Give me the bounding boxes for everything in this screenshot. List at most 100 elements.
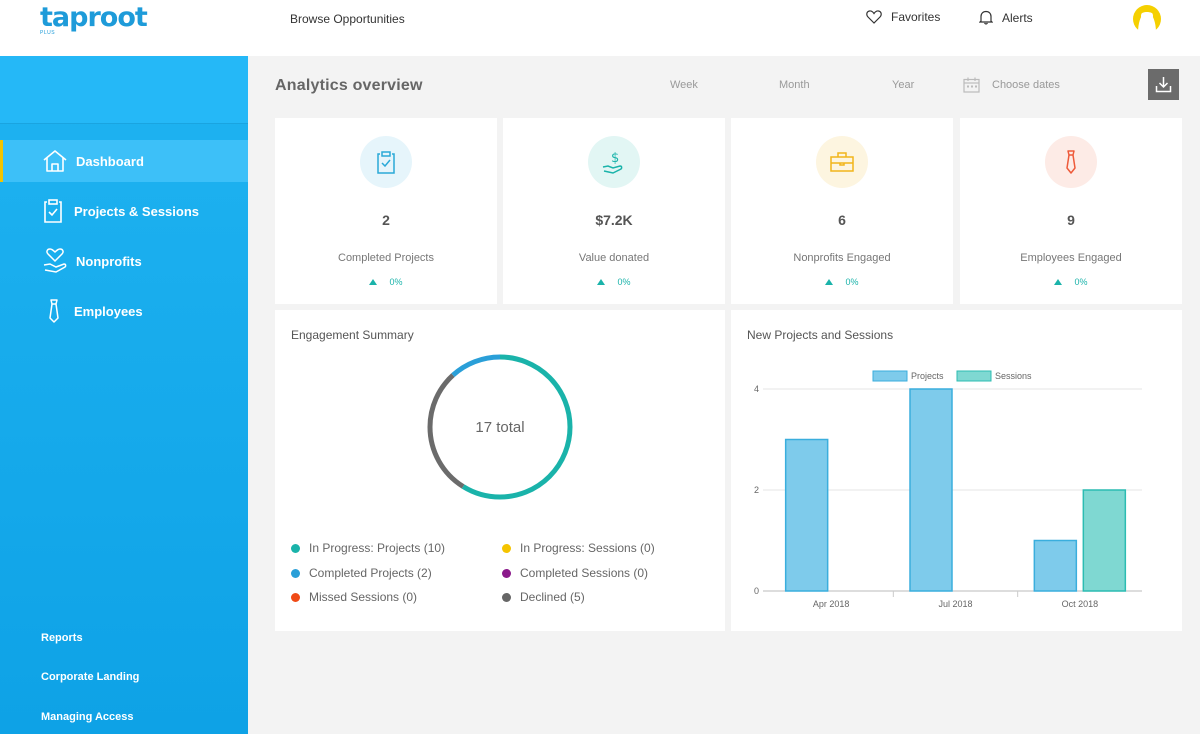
legend-swatch: [872, 370, 908, 382]
stat-card-employees-engaged: 9 Employees Engaged 0%: [960, 118, 1182, 304]
legend-dot: [502, 568, 511, 578]
alerts-label: Alerts: [1002, 10, 1033, 25]
taproot-logo[interactable]: taproot: [40, 2, 148, 42]
sidebar-item-label: Projects & Sessions: [74, 203, 199, 219]
stat-value: 2: [382, 212, 390, 228]
sidebar-header: [0, 56, 248, 124]
avatar[interactable]: [1132, 3, 1162, 33]
browse-opportunities-link[interactable]: Browse Opportunities: [290, 12, 405, 26]
donut-segment-declined: [427, 354, 573, 500]
stat-change-value: 0%: [1074, 277, 1088, 287]
stat-card-value-donated: $ $7.2K Value donated 0%: [503, 118, 725, 304]
range-month[interactable]: Month: [779, 79, 810, 91]
legend-completed-projects: Completed Projects (2): [291, 566, 432, 580]
stat-change-value: 0%: [389, 277, 403, 287]
download-icon: [1155, 77, 1172, 93]
bar-sessions: [1082, 489, 1127, 592]
page-title: Analytics overview: [275, 77, 423, 94]
legend-dot: [291, 592, 300, 602]
legend-label: Projects: [911, 371, 944, 381]
legend-missed-sessions: Missed Sessions (0): [291, 590, 417, 604]
managing-access-link[interactable]: Managing Access: [41, 711, 134, 723]
range-year[interactable]: Year: [892, 79, 915, 91]
favorites-label: Favorites: [891, 10, 941, 24]
legend-label: In Progress: Sessions (0): [520, 541, 655, 555]
x-tick-label: Oct 2018: [1062, 599, 1099, 609]
y-tick-label: 0: [754, 586, 759, 596]
legend-label: Completed Sessions (0): [520, 566, 649, 580]
stat-change: 0%: [960, 277, 1182, 287]
bar-projects: [784, 438, 829, 592]
bar-projects: [1033, 539, 1078, 592]
stat-change: 0%: [503, 277, 725, 287]
logo-text: taproot: [40, 2, 148, 33]
engagement-summary-title: Engagement Summary: [291, 328, 414, 342]
clipboard-check-icon: [377, 151, 395, 174]
legend-in-progress-projects: In Progress: Projects (10): [291, 541, 445, 555]
top-bar: taproot PLUS Browse Opportunities Favori…: [0, 0, 1200, 56]
donut-segment-completed-projects: [427, 354, 573, 500]
chart-title: New Projects and Sessions: [747, 328, 894, 342]
heart-hand-icon: [43, 248, 67, 273]
corporate-landing-link[interactable]: Corporate Landing: [41, 671, 140, 683]
stat-value: 6: [838, 212, 846, 228]
x-tick-label: Apr 2018: [813, 599, 850, 609]
sidebar-item-label: Nonprofits: [76, 253, 142, 269]
up-arrow-icon: [597, 279, 606, 285]
engagement-donut-chart: 17 total: [427, 354, 573, 500]
up-arrow-icon: [825, 279, 834, 285]
range-week[interactable]: Week: [670, 79, 698, 91]
legend-label: Missed Sessions (0): [309, 590, 418, 604]
up-arrow-icon: [1054, 279, 1063, 285]
stat-icon-bg: [816, 136, 868, 188]
dollar-hand-icon: $: [602, 151, 623, 174]
sidebar-item-projects-sessions[interactable]: Projects & Sessions: [0, 190, 248, 232]
legend-dot: [291, 568, 300, 578]
stat-icon-bg: [360, 136, 412, 188]
bell-icon: [979, 10, 993, 25]
sidebar-item-nonprofits[interactable]: Nonprofits: [0, 240, 248, 282]
stat-value: $7.2K: [595, 212, 633, 228]
choose-dates-label: Choose dates: [992, 79, 1060, 91]
sidebar: Dashboard Projects & Sessions Nonprofits…: [0, 56, 248, 734]
legend-label: Completed Projects (2): [309, 566, 432, 580]
tie-icon: [1066, 150, 1076, 174]
stat-change: 0%: [275, 277, 497, 287]
engagement-summary-card: Engagement Summary 17 total In Progress:…: [275, 310, 725, 631]
bar-projects: [909, 388, 953, 592]
legend-label: In Progress: Projects (10): [309, 541, 446, 555]
stat-label: Value donated: [578, 252, 650, 264]
stat-label: Employees Engaged: [1020, 252, 1122, 264]
up-arrow-icon: [369, 279, 378, 285]
sidebar-item-employees[interactable]: Employees: [0, 290, 248, 332]
sidebar-item-dashboard[interactable]: Dashboard: [0, 140, 248, 182]
legend-declined: Declined (5): [502, 590, 585, 604]
reports-link[interactable]: Reports: [41, 632, 83, 644]
new-projects-sessions-card: New Projects and Sessions 0 2 4 Apr 2018 Jul…: [731, 310, 1182, 631]
donut-total-label: 17 total: [475, 419, 524, 436]
legend-in-progress-sessions: In Progress: Sessions (0): [502, 541, 655, 555]
favorites-link[interactable]: Favorites: [866, 10, 940, 24]
stat-change: 0%: [731, 277, 953, 287]
legend-completed-sessions: Completed Sessions (0): [502, 566, 648, 580]
legend-label: Sessions: [995, 371, 1032, 381]
stat-icon-bg: [1045, 136, 1097, 188]
legend-swatch: [956, 370, 992, 382]
stat-card-completed-projects: 2 Completed Projects 0%: [275, 118, 497, 304]
sidebar-item-label: Dashboard: [76, 153, 144, 169]
choose-dates-button[interactable]: Choose dates: [963, 77, 1060, 93]
y-tick-label: 4: [754, 384, 759, 394]
clipboard-icon: [44, 199, 62, 223]
heart-icon: [866, 10, 882, 24]
alerts-link[interactable]: Alerts: [979, 10, 1033, 25]
svg-text:$: $: [611, 151, 619, 166]
stat-card-nonprofits-engaged: 6 Nonprofits Engaged 0%: [731, 118, 953, 304]
x-tick-label: Jul 2018: [938, 599, 972, 609]
stat-label: Completed Projects: [338, 252, 434, 264]
logo-sub: PLUS: [40, 30, 56, 36]
briefcase-icon: [830, 152, 854, 172]
download-button[interactable]: [1148, 69, 1179, 100]
bar-chart: 0 2 4 Apr 2018 Jul 2018 Oct 2018 Projects Sessi…: [754, 370, 1142, 609]
stat-value: 9: [1067, 212, 1075, 228]
legend-dot: [291, 543, 300, 553]
